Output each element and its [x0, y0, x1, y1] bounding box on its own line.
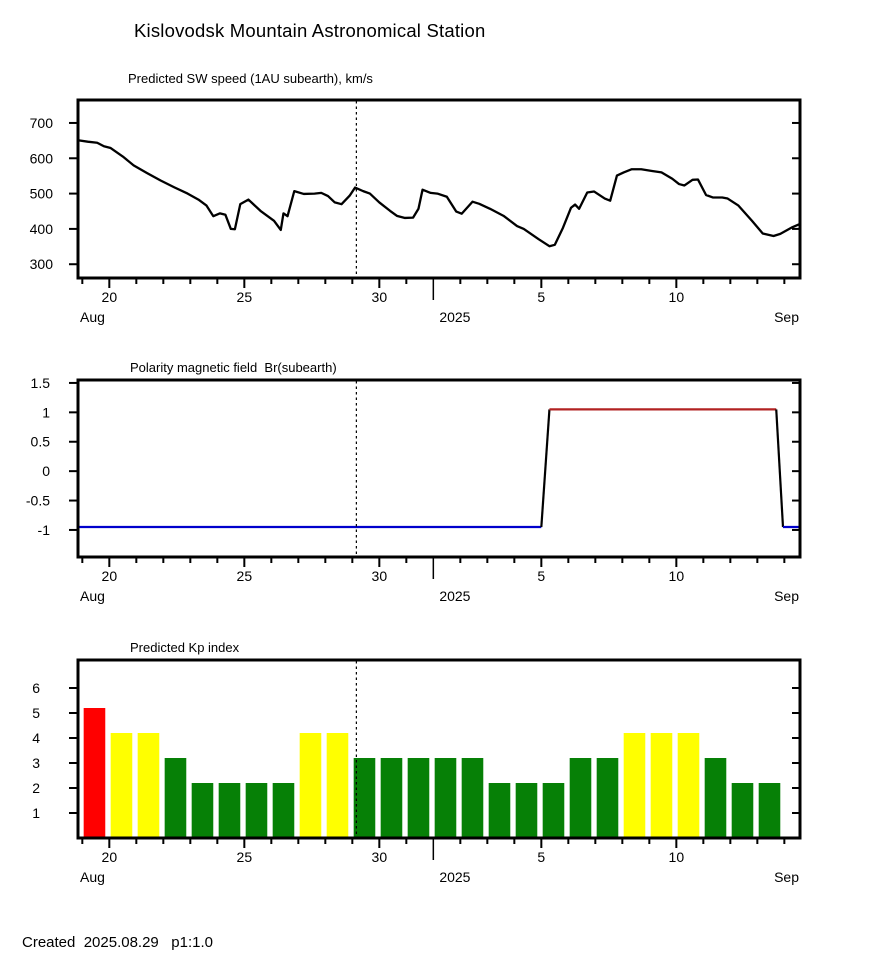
- y-tick-label: 2: [32, 780, 40, 796]
- kp-bar: [218, 783, 241, 837]
- x-tick-label: 30: [372, 849, 388, 865]
- kp-bar: [542, 783, 565, 837]
- y-tick-label: 1: [32, 805, 40, 821]
- x-tick-label: 10: [669, 568, 685, 584]
- y-tick-label: 6: [32, 680, 40, 696]
- x-tick-label: 10: [669, 289, 685, 305]
- kp-bar: [245, 783, 268, 837]
- plot-frame: [76, 378, 802, 559]
- created-timestamp: Created 2025.08.29 p1:1.0: [22, 934, 213, 951]
- kp-bar: [137, 733, 160, 837]
- kp-bar: [299, 733, 322, 837]
- x-tick-label: 5: [537, 568, 545, 584]
- y-tick-label: 5: [32, 705, 40, 721]
- transition-up: [540, 409, 551, 528]
- y-tick-label: 400: [30, 221, 54, 237]
- x-tick-label: 5: [537, 849, 545, 865]
- kp-bar: [191, 783, 214, 837]
- month-label-left: Aug: [80, 588, 105, 604]
- y-tick-label: 0: [42, 463, 50, 479]
- x-tick-label: 10: [669, 849, 685, 865]
- polarity-chart-title: Polarity magnetic field Br(subearth): [130, 360, 337, 375]
- kp-bar: [623, 733, 646, 837]
- plot-frame: [76, 658, 802, 840]
- x-tick-label: 20: [102, 568, 118, 584]
- x-tick-label: 5: [537, 289, 545, 305]
- y-tick-label: -1: [38, 522, 51, 538]
- kp-bar: [353, 758, 376, 837]
- kp-bar: [650, 733, 673, 837]
- y-tick-label: 0.5: [31, 434, 51, 450]
- kp-bar: [569, 758, 592, 837]
- kp-bar: [596, 758, 619, 837]
- page-title: Kislovodsk Mountain Astronomical Station: [134, 20, 486, 41]
- y-tick-label: 300: [30, 256, 54, 272]
- month-label-left: Aug: [80, 869, 105, 885]
- kp-bar: [380, 758, 403, 837]
- x-tick-label: 20: [102, 849, 118, 865]
- kp-bar: [488, 783, 511, 837]
- month-label-left: Aug: [80, 309, 105, 325]
- x-tick-label: 20: [102, 289, 118, 305]
- kp-bar: [515, 783, 538, 837]
- year-label: 2025: [439, 869, 470, 885]
- kp-bar: [407, 758, 430, 837]
- x-tick-label: 25: [237, 289, 253, 305]
- kp-bar: [758, 783, 781, 837]
- kp-index-chart-title: Predicted Kp index: [130, 640, 240, 655]
- y-tick-label: -0.5: [26, 493, 50, 509]
- y-tick-label: 4: [32, 730, 40, 746]
- year-label: 2025: [439, 588, 470, 604]
- kp-bar: [272, 783, 295, 837]
- kp-bar: [164, 758, 187, 837]
- kp-bar: [731, 783, 754, 837]
- y-tick-label: 1.5: [31, 375, 51, 391]
- kp-bar: [83, 708, 106, 837]
- year-label: 2025: [439, 309, 470, 325]
- kp-bar: [704, 758, 727, 837]
- kp-bar: [326, 733, 349, 837]
- y-tick-label: 500: [30, 186, 54, 202]
- month-label-right: Sep: [774, 309, 799, 325]
- x-tick-label: 25: [237, 568, 253, 584]
- kp-bar: [110, 733, 133, 837]
- y-tick-label: 700: [30, 115, 54, 131]
- y-tick-label: 1: [42, 404, 50, 420]
- x-tick-label: 25: [237, 849, 253, 865]
- y-tick-label: 600: [30, 150, 54, 166]
- kp-bar: [677, 733, 700, 837]
- month-label-right: Sep: [774, 588, 799, 604]
- x-tick-label: 30: [372, 568, 388, 584]
- kp-bar: [461, 758, 484, 837]
- plot-frame: [76, 98, 802, 280]
- sw-speed-line: [76, 139, 802, 248]
- y-tick-label: 3: [32, 755, 40, 771]
- x-tick-label: 30: [372, 289, 388, 305]
- sw-speed-chart-title: Predicted SW speed (1AU subearth), km/s: [128, 71, 373, 86]
- kp-bar: [434, 758, 457, 837]
- transition-down: [775, 409, 785, 528]
- month-label-right: Sep: [774, 869, 799, 885]
